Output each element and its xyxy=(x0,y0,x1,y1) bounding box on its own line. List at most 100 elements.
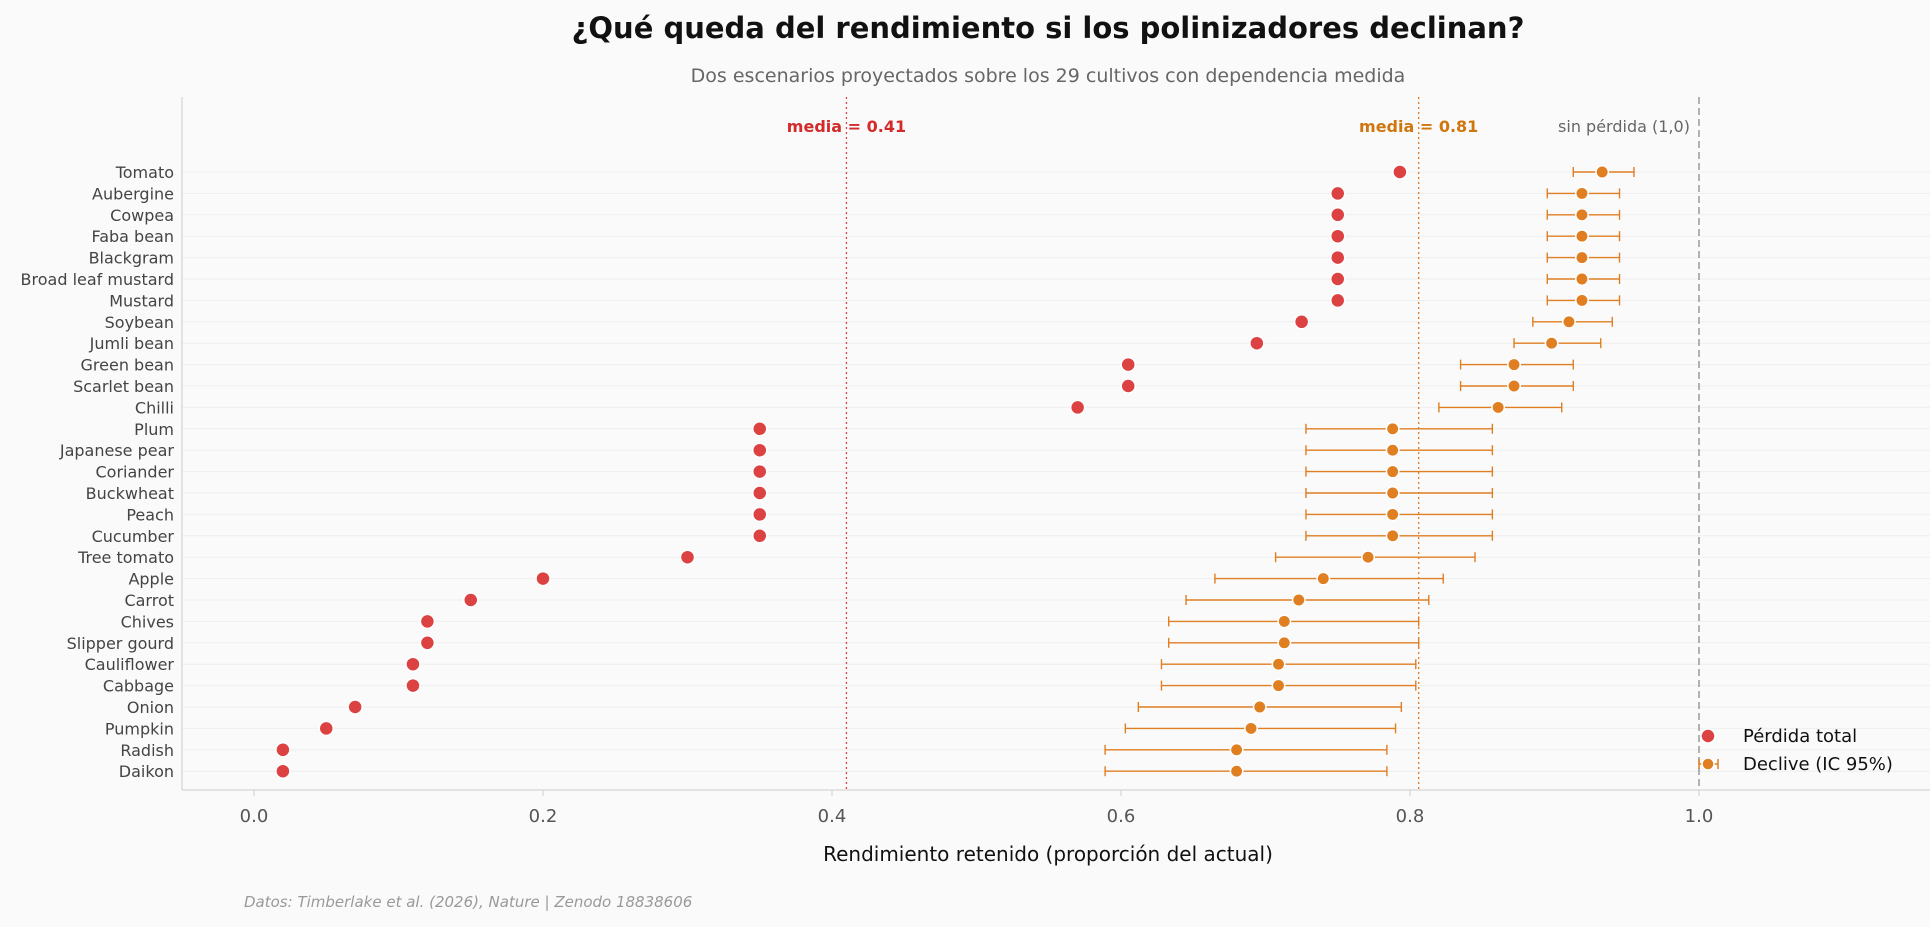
legend-label-perdida-total: Pérdida total xyxy=(1743,726,1857,747)
legend-marker-declive xyxy=(1701,757,1715,771)
point-total-jumli-bean xyxy=(1249,335,1265,351)
point-total-slipper-gourd xyxy=(419,635,436,651)
point-total-scarlet-bean xyxy=(1120,378,1136,394)
category-label-radish: Radish xyxy=(120,741,174,760)
point-total-tree-tomato xyxy=(679,549,696,565)
x-tick-label: 0.2 xyxy=(529,806,558,827)
category-label-tree-tomato: Tree tomato xyxy=(77,548,174,567)
point-decline-broad-leaf-mustard xyxy=(1575,272,1589,286)
x-tick-label: 0.8 xyxy=(1396,806,1425,827)
category-label-japanese-pear: Japanese pear xyxy=(59,441,175,460)
category-label-plum: Plum xyxy=(134,420,174,439)
point-decline-cauliflower xyxy=(1271,657,1286,672)
point-decline-radish xyxy=(1229,742,1244,757)
category-label-coriander: Coriander xyxy=(95,463,174,482)
category-label-apple: Apple xyxy=(128,570,174,589)
point-decline-tomato xyxy=(1595,165,1610,179)
chart-subtitle: Dos escenarios proyectados sobre los 29 … xyxy=(691,65,1406,87)
category-label-slipper-gourd: Slipper gourd xyxy=(67,634,174,653)
point-total-coriander xyxy=(752,463,768,480)
legend: Pérdida total Declive (IC 95%) xyxy=(1698,726,1893,775)
point-total-japanese-pear xyxy=(752,442,768,458)
source-note: Datos: Timberlake et al. (2026), Nature … xyxy=(244,893,692,911)
category-label-tomato: Tomato xyxy=(115,163,174,182)
chart-title: ¿Qué queda del rendimiento si los polini… xyxy=(572,11,1525,45)
category-labels: Tomato Aubergine Cowpea Faba bean Blackgram B… xyxy=(21,163,175,781)
point-total-mustard xyxy=(1330,292,1346,309)
point-decline-cabbage xyxy=(1271,678,1286,693)
category-label-pumpkin: Pumpkin xyxy=(105,719,174,738)
category-label-scarlet-bean: Scarlet bean xyxy=(73,377,174,396)
axes xyxy=(181,97,1930,791)
point-decline-onion xyxy=(1252,700,1267,714)
point-total-onion xyxy=(347,699,363,715)
point-decline-cucumber xyxy=(1385,528,1400,543)
point-decline-chives xyxy=(1277,614,1292,629)
point-decline-apple xyxy=(1316,571,1331,586)
point-decline-blackgram xyxy=(1575,250,1589,265)
point-total-cowpea xyxy=(1330,207,1346,223)
point-total-broad-leaf-mustard xyxy=(1330,271,1346,287)
category-label-buckwheat: Buckwheat xyxy=(86,484,174,503)
reference-label-1: media = 0.81 xyxy=(1359,117,1478,136)
reference-label-2: sin pérdida (1,0) xyxy=(1558,117,1690,136)
point-decline-coriander xyxy=(1385,464,1400,479)
legend-label-declive: Declive (IC 95%) xyxy=(1743,754,1893,775)
point-decline-pumpkin xyxy=(1244,721,1259,736)
category-label-chilli: Chilli xyxy=(135,398,174,417)
point-decline-buckwheat xyxy=(1385,486,1400,500)
x-tick-label: 1.0 xyxy=(1685,806,1714,827)
point-decline-faba-bean xyxy=(1575,229,1589,244)
point-decline-aubergine xyxy=(1575,186,1589,201)
category-label-soybean: Soybean xyxy=(105,313,174,332)
x-axis-label: Rendimiento retenido (proporción del act… xyxy=(823,842,1273,866)
series-declive xyxy=(1229,165,1610,779)
error-bars xyxy=(1104,167,1635,777)
point-total-soybean xyxy=(1293,314,1310,330)
category-label-broad-leaf-mustard: Broad leaf mustard xyxy=(21,270,174,289)
point-decline-chilli xyxy=(1491,400,1506,415)
series-perdida-total xyxy=(275,164,1408,779)
x-tick-label: 0.4 xyxy=(818,806,847,827)
point-decline-daikon xyxy=(1229,764,1244,779)
category-label-mustard: Mustard xyxy=(109,291,174,310)
point-decline-peach xyxy=(1385,507,1400,522)
x-tick-label: 0.6 xyxy=(1107,806,1136,827)
point-total-plum xyxy=(752,421,768,437)
point-decline-jumli-bean xyxy=(1544,336,1559,351)
category-label-green-bean: Green bean xyxy=(81,356,174,375)
point-total-cauliflower xyxy=(405,656,421,672)
category-label-faba-bean: Faba bean xyxy=(91,227,174,246)
point-decline-tree-tomato xyxy=(1361,550,1376,565)
point-total-chives xyxy=(419,613,436,630)
point-total-peach xyxy=(752,506,768,523)
category-label-chives: Chives xyxy=(121,612,174,631)
category-label-carrot: Carrot xyxy=(124,591,174,610)
point-total-blackgram xyxy=(1330,249,1346,266)
point-decline-carrot xyxy=(1291,593,1306,607)
point-total-daikon xyxy=(275,763,291,779)
point-total-apple xyxy=(535,570,551,587)
point-decline-mustard xyxy=(1575,293,1589,308)
point-decline-slipper-gourd xyxy=(1277,635,1292,650)
point-decline-soybean xyxy=(1562,314,1576,329)
category-label-cauliflower: Cauliflower xyxy=(85,655,175,674)
point-decline-cowpea xyxy=(1575,207,1589,222)
point-total-cabbage xyxy=(405,677,421,694)
category-label-peach: Peach xyxy=(126,505,174,524)
point-decline-scarlet-bean xyxy=(1507,379,1521,393)
point-total-cucumber xyxy=(752,528,768,544)
point-total-aubergine xyxy=(1330,185,1346,202)
category-label-cowpea: Cowpea xyxy=(110,206,174,225)
category-label-cabbage: Cabbage xyxy=(103,677,174,696)
category-label-blackgram: Blackgram xyxy=(89,249,174,268)
reference-label-0: media = 0.41 xyxy=(787,117,906,136)
point-total-radish xyxy=(275,742,291,758)
category-label-aubergine: Aubergine xyxy=(92,184,174,203)
x-axis-ticks: 0.0 0.2 0.4 0.6 0.8 1.0 xyxy=(240,790,1714,827)
point-total-pumpkin xyxy=(318,720,334,737)
point-decline-plum xyxy=(1385,421,1400,436)
point-total-faba-bean xyxy=(1330,228,1346,244)
gridlines xyxy=(182,171,1930,772)
